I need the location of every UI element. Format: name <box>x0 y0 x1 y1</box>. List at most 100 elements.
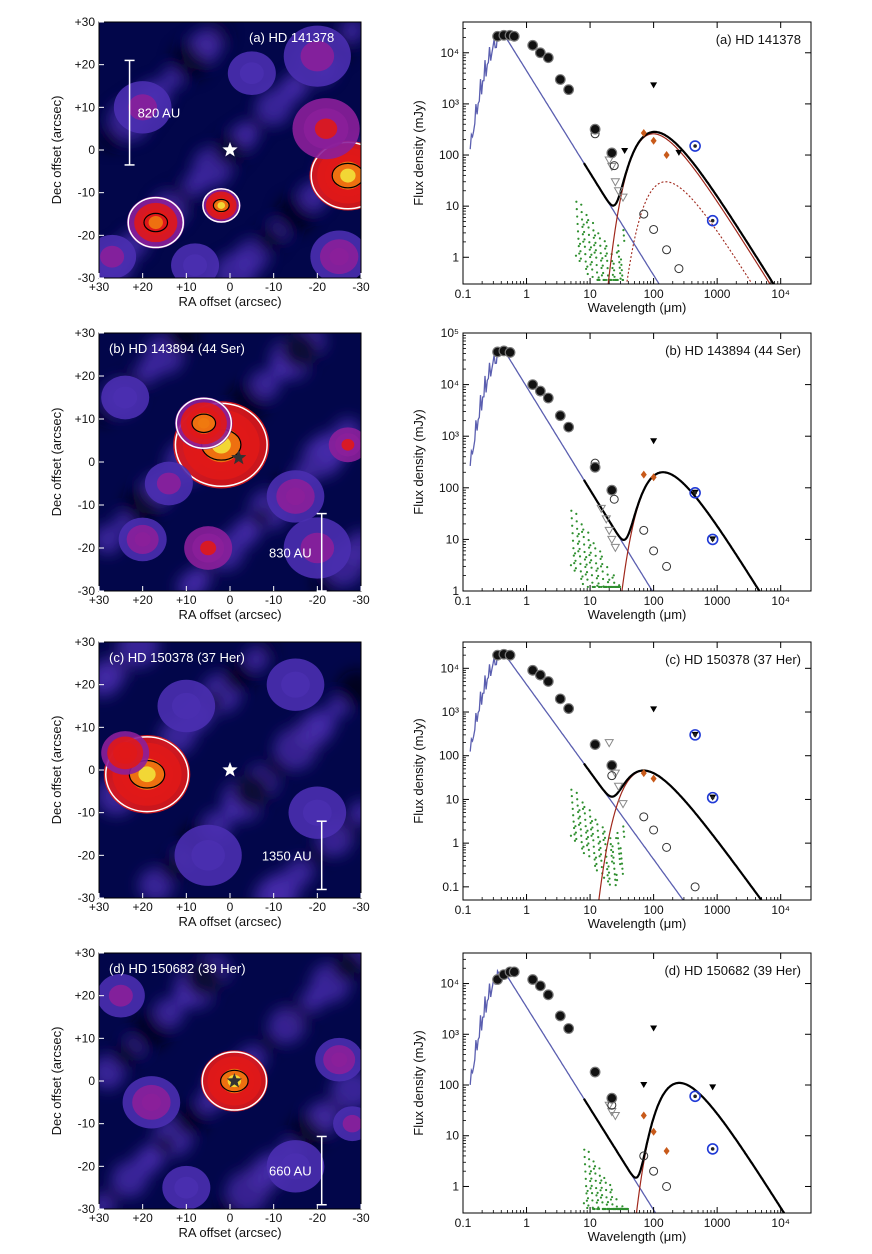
model-photometry-point <box>639 209 649 219</box>
spectrum-point <box>618 266 621 269</box>
spectrum-point <box>580 210 583 214</box>
model-photometry-point <box>639 525 649 535</box>
plot-frame <box>462 21 812 285</box>
spectrum-point <box>595 1194 598 1197</box>
spectrum-point <box>592 1207 595 1211</box>
spectrum-point <box>594 562 598 565</box>
spectrum-point <box>578 555 582 558</box>
spectrum-point <box>593 585 596 589</box>
spectrum-point <box>588 241 591 244</box>
spectrum-point <box>586 1189 589 1193</box>
source-blob <box>314 118 338 139</box>
image-panel-d: +30 +30 +20 +20 +10 +10 0 0 -10 -10 -20 -20 -30 -30 RA… <box>49 946 370 1240</box>
spectrum-point <box>597 842 600 845</box>
x-tick-label: 0 <box>227 1211 234 1225</box>
spectrum-point <box>584 565 587 569</box>
photometry-point <box>589 1066 601 1078</box>
spectrum-point <box>599 853 603 856</box>
spectrum-point <box>592 845 595 848</box>
panel-title: (a) HD 141378 <box>716 32 801 47</box>
spectrum-point <box>609 837 612 840</box>
photometry-point <box>504 347 516 358</box>
y-axis-title: Flux density (mJy) <box>411 409 426 514</box>
spectrum-point <box>580 218 584 221</box>
grey-upper-limit <box>606 162 617 172</box>
submm-point-center <box>710 218 715 223</box>
submm-point <box>689 1090 701 1103</box>
sed-panel-a: 0.1 1 10 100 1000 10⁴ 1 10 100 10³ 10⁴ Wavelength (… <box>411 21 812 315</box>
y-tick-label: +10 <box>75 1031 96 1045</box>
source-blob <box>191 840 225 871</box>
spectrum-point <box>599 846 602 850</box>
source-blob <box>113 386 138 409</box>
model-photometry-point <box>609 494 619 504</box>
photometry-point <box>542 676 554 687</box>
spectrum-point <box>591 268 594 271</box>
spectrum-point <box>600 1193 604 1197</box>
star-marker <box>226 1073 242 1088</box>
grey-upper-limit <box>613 187 624 196</box>
spectrum-point <box>585 267 588 271</box>
spectrum-point <box>570 794 573 798</box>
spectrum-point <box>586 585 589 589</box>
spectrum-point <box>599 550 602 553</box>
source-blob <box>183 254 208 277</box>
spectrum-point <box>600 859 603 862</box>
far-ir-point <box>640 128 647 137</box>
spectrum-point <box>580 577 583 580</box>
spectrum-point <box>619 847 622 850</box>
spectrum-point <box>613 581 616 584</box>
map-noise <box>187 566 212 591</box>
spectrum-point <box>611 860 614 863</box>
spectrum-point <box>587 539 590 542</box>
spectrum-point <box>607 865 610 868</box>
spectrum-point <box>575 200 578 203</box>
spectrum-point <box>601 826 604 829</box>
map-image <box>99 642 361 898</box>
spectrum-point <box>588 1165 591 1168</box>
ir-spectrum <box>569 509 622 589</box>
spectrum-point <box>596 829 599 832</box>
spectrum-point <box>594 864 597 867</box>
spectrum-point <box>589 255 592 259</box>
spectrum-point <box>594 1172 597 1175</box>
spectrum-point <box>587 226 590 229</box>
y-tick-label: -10 <box>78 806 96 820</box>
spectrum-point <box>583 805 586 809</box>
source-blob <box>329 247 349 266</box>
spectrum-point <box>570 788 573 791</box>
spectrum-point <box>587 531 590 534</box>
spectrum-point <box>590 559 593 562</box>
panel-label: (b) HD 143894 (44 Ser) <box>109 341 245 356</box>
spectrum-point <box>573 552 577 555</box>
spectrum-point <box>617 249 620 253</box>
spectrum-point <box>602 271 605 275</box>
x-tick-label: 0.1 <box>455 1216 472 1230</box>
spectrum-point <box>604 247 607 250</box>
spectrum-point <box>615 873 618 876</box>
spectrum-point <box>591 832 594 836</box>
plot-content <box>469 648 763 900</box>
contour-white <box>105 736 190 813</box>
source-blob <box>100 245 125 268</box>
spectrum-point <box>599 557 602 561</box>
spectrum-point <box>581 233 584 236</box>
ir-spectrum <box>582 1148 630 1211</box>
spectrum-point <box>591 275 594 279</box>
x-tick-label: -30 <box>352 280 370 294</box>
submm-point <box>689 140 701 152</box>
spectrum-point <box>618 261 621 264</box>
y-tick-label: 1 <box>452 1179 459 1193</box>
spectrum-point <box>601 562 604 566</box>
x-tick-label: 0 <box>227 900 234 914</box>
spectrum-point <box>598 1167 601 1170</box>
y-tick-label: 1 <box>452 836 459 850</box>
spectrum-point <box>579 570 582 573</box>
spectrum-point <box>599 244 602 247</box>
scale-bar: 1350 AU <box>262 820 327 891</box>
model-photometry-point <box>662 561 672 571</box>
spectrum-point <box>591 221 595 225</box>
x-tick-label: 100 <box>644 287 664 301</box>
source-blob <box>138 766 156 783</box>
photosphere-model <box>469 32 660 284</box>
